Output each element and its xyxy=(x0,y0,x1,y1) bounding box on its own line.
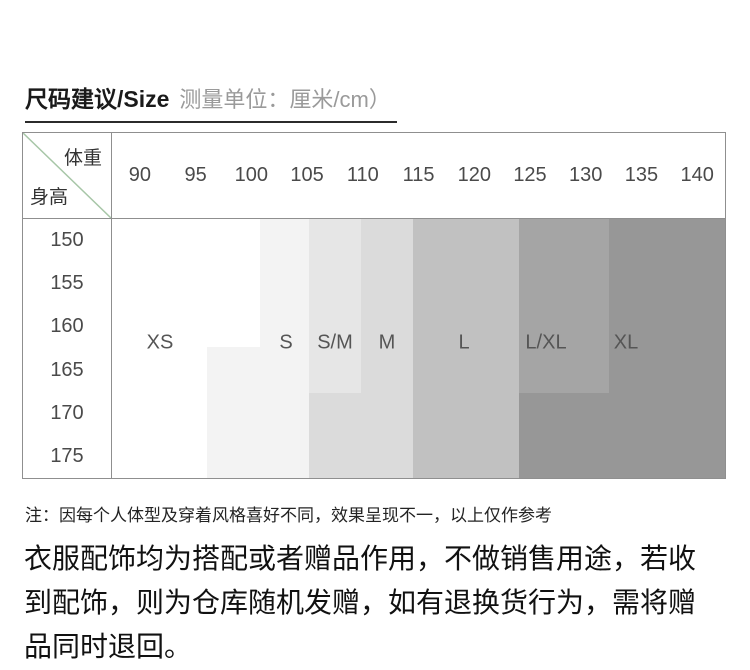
size-zone-label: XL xyxy=(613,331,639,354)
size-zone-label: S xyxy=(279,331,293,354)
size-zone-lxl xyxy=(519,219,609,393)
size-chart-table: 体重 身高 90 95 100 105 110 115 120 125 130 135 140 15… xyxy=(22,132,726,479)
size-zone-xl xyxy=(609,219,725,478)
size-zone-label: L xyxy=(458,331,470,354)
weight-header-cell: 115 xyxy=(402,164,435,186)
height-axis-label: 身高 xyxy=(30,187,69,208)
size-zone-sm xyxy=(309,219,361,393)
height-label-cell: 155 xyxy=(50,272,84,295)
size-zone-label: M xyxy=(378,331,396,354)
corner-cell: 体重 身高 xyxy=(23,133,111,218)
weight-header-cell: 120 xyxy=(457,164,491,186)
weight-header-cell: 135 xyxy=(624,164,659,186)
note-text: 注：因每个人体型及穿着风格喜好不同，效果呈现不一，以上仅作参考 xyxy=(25,506,552,525)
size-zone-s-lower xyxy=(207,347,309,478)
corner-diagonal-line xyxy=(23,133,111,218)
weight-header-cell: 125 xyxy=(513,164,547,186)
disclaimer-line: 品同时退回。 xyxy=(24,631,193,662)
disclaimer-line: 到配饰，则为仓库随机发赠，如有退换货行为，需将赠 xyxy=(24,587,697,618)
size-zone-m xyxy=(361,219,413,478)
weight-header-cell: 105 xyxy=(290,164,324,186)
height-label-cell: 160 xyxy=(50,315,84,338)
size-zone-s-upper xyxy=(260,219,309,347)
disclaimer-line: 衣服配饰均为搭配或者赠品作用，不做销售用途，若收 xyxy=(24,543,697,574)
header-row-divider xyxy=(23,218,725,219)
weight-header-cell: 110 xyxy=(346,164,379,186)
chart-area: XS S S/M M L L/XL XL xyxy=(112,219,725,478)
height-label-cell: 150 xyxy=(50,229,84,252)
page-title-main: 尺码建议/Size xyxy=(25,86,170,112)
page-title: 尺码建议/Size 测量单位：厘米/cm） xyxy=(25,80,397,123)
height-label-cell: 170 xyxy=(50,401,84,424)
weight-header-cell: 100 xyxy=(234,164,269,186)
page-title-unit: 测量单位：厘米/cm） xyxy=(179,87,391,112)
size-zone-label: XS xyxy=(146,331,174,354)
height-label-cell: 175 xyxy=(50,444,84,467)
disclaimer-paragraph: 衣服配饰均为搭配或者赠品作用，不做销售用途，若收 到配饰，则为仓库随机发赠，如有… xyxy=(24,537,696,669)
weight-header-cell: 90 xyxy=(128,164,151,186)
size-zone-xl-below-lxl xyxy=(519,393,609,478)
height-label-cell: 165 xyxy=(50,358,84,381)
weight-header-cell: 130 xyxy=(569,164,603,186)
size-zone-label: S/M xyxy=(317,331,353,354)
size-zone-m-below-sm xyxy=(309,393,361,478)
height-label-column: 150 155 160 165 170 175 xyxy=(23,219,111,478)
weight-header-cell: 95 xyxy=(184,164,207,186)
weight-axis-label: 体重 xyxy=(63,148,102,169)
label-column-divider xyxy=(111,133,112,478)
weight-header-row: 90 95 100 105 110 115 120 125 130 135 140 xyxy=(112,133,725,218)
weight-header-cell: 140 xyxy=(680,164,714,186)
size-zone-label: L/XL xyxy=(525,331,567,354)
size-zone-l xyxy=(413,219,519,478)
